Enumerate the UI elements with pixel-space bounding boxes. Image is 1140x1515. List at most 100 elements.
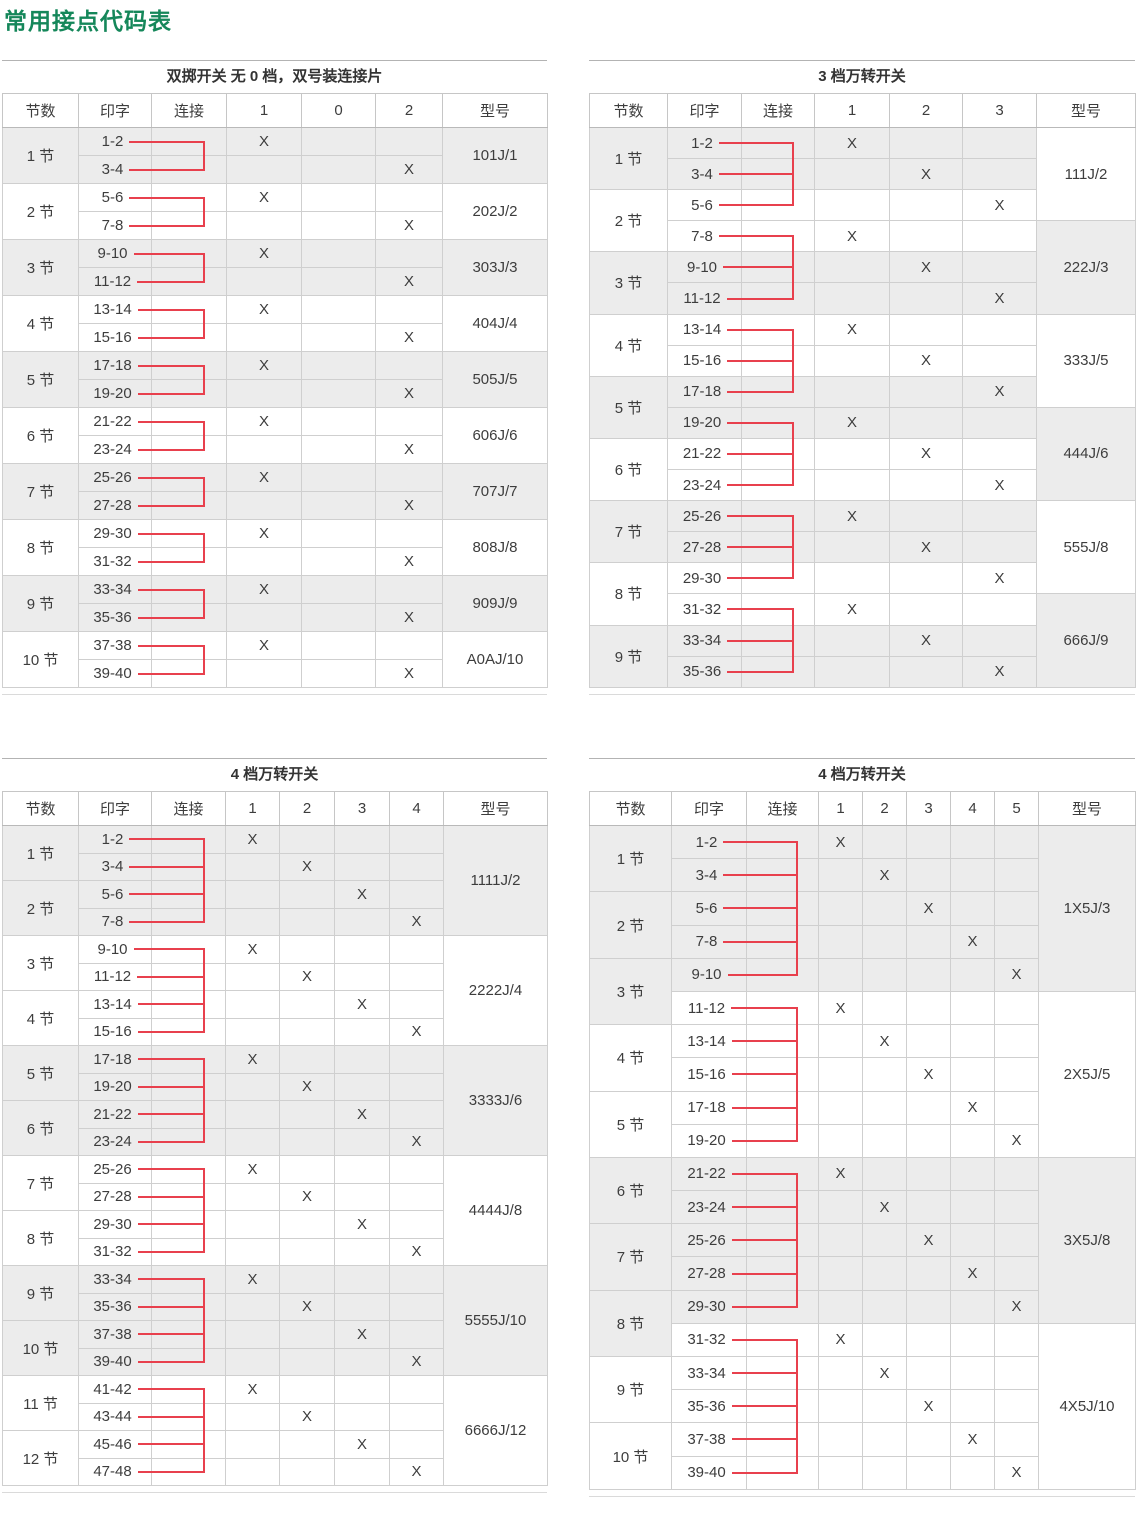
position-cell	[906, 924, 951, 959]
x-mark: X	[247, 1050, 258, 1068]
table-row: 27-28 X	[590, 531, 1136, 564]
table-row: 43-44 X	[3, 1402, 548, 1431]
position-cell: X	[279, 852, 335, 881]
connect-cell	[151, 267, 227, 296]
jie-count-cell: 5 节	[589, 375, 668, 439]
bracket-h-line	[151, 1470, 205, 1473]
position-cell: X	[862, 1355, 907, 1391]
x-mark: X	[967, 933, 978, 951]
bracket-v-line	[203, 547, 206, 562]
print-label-cell: 13-14	[78, 295, 152, 324]
model-cell: 202J/2	[442, 183, 548, 240]
print-label-cell: 11-12	[78, 267, 153, 296]
print-label: 19-20	[93, 385, 132, 402]
model-cell: 505J/5	[442, 351, 548, 408]
bracket-h-line	[137, 392, 152, 395]
jie-count-cell: 5 节	[2, 1045, 79, 1101]
position-cell	[226, 491, 302, 520]
print-label: 31-32	[687, 1331, 726, 1349]
bracket-h-line	[746, 1139, 799, 1142]
jie-count-cell: 1 节	[589, 824, 672, 893]
column-header: 3	[906, 791, 951, 826]
connect-cell	[151, 183, 227, 212]
table-row: 7-8 X	[590, 924, 1136, 959]
table-row: 31-32 X 4X5J/10	[590, 1322, 1136, 1490]
bracket-h-line	[151, 975, 205, 978]
table-row: 4 节 13-14 X	[589, 1024, 1136, 1092]
bracket-v-line	[203, 477, 206, 492]
position-cell	[950, 1289, 995, 1324]
position-cell: X	[334, 990, 390, 1019]
print-label-cell: 25-26	[667, 500, 742, 533]
x-mark: X	[879, 1364, 890, 1382]
position-cell	[889, 126, 963, 160]
position-cell	[818, 1057, 863, 1092]
bracket-v-line	[796, 1008, 799, 1026]
print-label-cell: 31-32	[78, 547, 152, 576]
bracket-h-line	[718, 204, 742, 207]
print-label-cell: 25-26	[78, 1155, 152, 1184]
model-cell: 222J/3	[1036, 220, 1136, 315]
position-cell	[225, 1017, 280, 1046]
position-cell	[301, 295, 376, 324]
bracket-v-line	[203, 309, 206, 324]
position-cell	[906, 824, 951, 860]
print-label: 15-16	[93, 1023, 132, 1041]
position-cell	[906, 1289, 951, 1324]
position-cell: X	[226, 351, 302, 380]
jie-count-cell: 8 节	[589, 562, 668, 626]
bracket-h-line	[731, 1305, 747, 1308]
connect-cell	[151, 463, 227, 492]
position-cell: X	[889, 344, 963, 377]
position-cell	[279, 1100, 335, 1129]
connect-cell	[151, 1375, 226, 1404]
bracket-v-line	[202, 949, 205, 964]
table-row: 1 节 1-2 X 1111J/2	[2, 825, 548, 936]
connect-cell	[741, 406, 815, 439]
print-label: 9-10	[97, 245, 128, 262]
position-cell	[950, 891, 995, 926]
model-cell: 404J/4	[442, 295, 548, 352]
connect-cell	[746, 1389, 819, 1424]
position-cell	[962, 437, 1037, 471]
bracket-h-line	[151, 1030, 205, 1033]
jie-count-cell: 8 节	[2, 519, 79, 576]
switch-table-1: 双掷开关 无 0 档，双号装连接片 节数 印字 连接 1 0 2 型号 1 节 1-2 X 101J/…	[2, 60, 548, 695]
position-cell: X	[814, 313, 890, 346]
connect-cell	[746, 891, 819, 926]
column-header: 0	[301, 93, 376, 128]
x-mark: X	[1011, 1464, 1022, 1482]
print-label-cell: 3-4	[78, 852, 152, 881]
x-mark: X	[356, 1435, 367, 1453]
bracket-v-line	[203, 211, 206, 226]
position-cell	[226, 435, 302, 464]
bracket-h-line	[151, 644, 206, 647]
connect-cell	[746, 1256, 819, 1291]
position-cell	[279, 907, 335, 936]
connect-cell	[151, 935, 226, 964]
bracket-h-line	[137, 1168, 152, 1171]
jie-count-cell: 1 节	[2, 825, 79, 881]
connect-cell	[746, 957, 819, 992]
x-mark: X	[879, 866, 890, 884]
bracket-v-line	[791, 143, 794, 160]
table-row: 7 节 25-26 X 707J/7	[2, 463, 548, 520]
model-cell: 2X5J/5	[1038, 990, 1136, 1158]
print-label-cell: 1-2	[78, 825, 152, 854]
jie-count-cell: 6 节	[2, 407, 79, 464]
position-cell	[906, 1422, 951, 1457]
table-row: 31-32 X	[3, 1237, 548, 1266]
position-cell	[334, 1347, 390, 1376]
x-mark: X	[258, 525, 269, 542]
model-cell: 808J/8	[442, 519, 548, 576]
print-label-cell: 3-4	[671, 858, 747, 893]
position-cell	[889, 469, 963, 502]
bracket-v-line	[791, 422, 794, 439]
connect-cell	[151, 575, 227, 604]
bracket-h-line	[151, 504, 206, 507]
position-cell: X	[950, 1422, 995, 1457]
position-cell	[301, 239, 376, 268]
x-mark: X	[920, 258, 931, 276]
bracket-v-line	[202, 1347, 205, 1362]
position-cell	[814, 189, 890, 222]
